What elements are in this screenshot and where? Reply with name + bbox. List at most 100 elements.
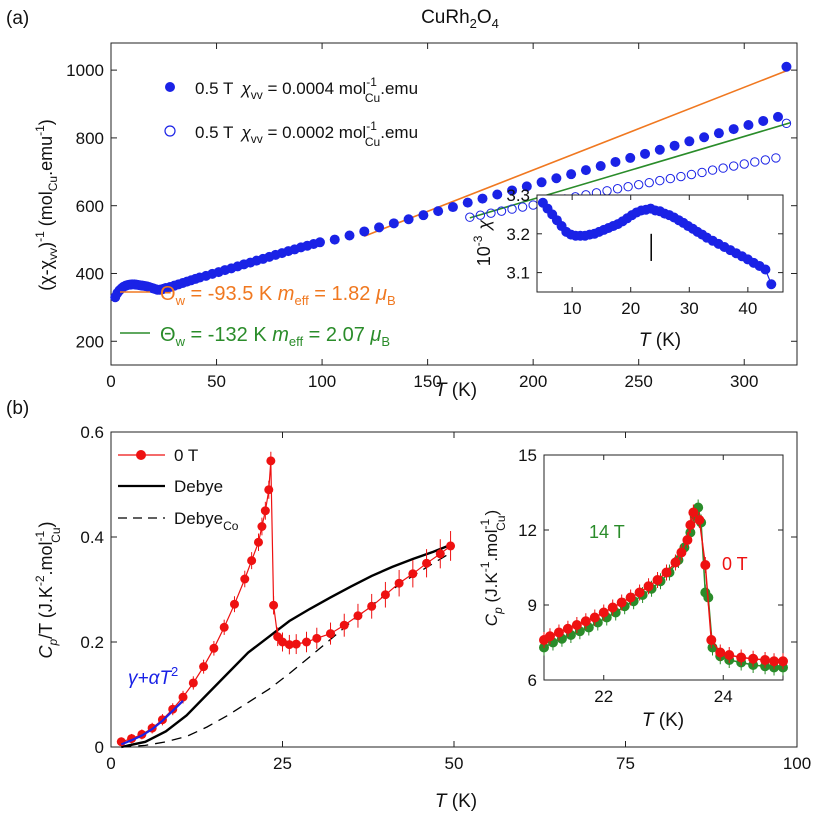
data-point-filled xyxy=(462,197,473,208)
data-point-filled xyxy=(684,136,695,147)
data-point-filled xyxy=(669,140,680,151)
y-tick-label: 9 xyxy=(528,596,537,615)
inset-b-0T-point xyxy=(670,557,681,568)
inset-b-ylabel: Cp (J.K-1.mol-1 Cu) xyxy=(478,510,508,626)
inset-b-0T-point xyxy=(748,653,759,664)
x-tick-label: 40 xyxy=(738,299,757,318)
panel-a: 0 50 100 150 200 250 300 200 400 600 800 1000 T (K)… xyxy=(33,42,798,401)
x-tick-label: 25 xyxy=(273,754,292,773)
zero-field-point xyxy=(326,629,336,639)
zero-field-point xyxy=(116,737,126,747)
panel-b: 0 25 50 75 100 0 0.2 0.4 0.6 T (K) Cp/T (J.K-2.m… xyxy=(33,423,811,812)
data-point-filled xyxy=(566,169,577,180)
x-tick-label: 75 xyxy=(616,754,635,773)
data-point-filled xyxy=(758,115,769,126)
zero-field-point xyxy=(278,637,287,647)
data-point-filled xyxy=(773,111,784,122)
gamma-annotation: γ+αT2 xyxy=(128,664,178,689)
panel-b-inset: 22 24 6 9 12 15 14 T 0 T T (K) Cp (J.K-1.mol-… xyxy=(478,446,788,731)
inset-b-label-0T: 0 T xyxy=(722,554,748,574)
data-point-filled xyxy=(359,226,370,237)
inset-b-0T-point xyxy=(544,631,555,642)
data-point-open xyxy=(496,206,507,216)
zero-field-point xyxy=(199,662,209,672)
zero-field-point xyxy=(380,590,390,600)
zero-field-point xyxy=(302,637,312,647)
zero-field-line xyxy=(121,460,451,743)
inset-b-0T-point xyxy=(652,575,663,585)
data-point-open xyxy=(771,153,781,163)
zero-field-point xyxy=(408,569,418,579)
zero-field-point xyxy=(257,522,267,531)
zero-field-point xyxy=(209,643,219,653)
data-point-open xyxy=(707,165,718,175)
inset-b-frame xyxy=(543,454,784,681)
panel-a-frame xyxy=(110,42,798,366)
inset-b-0T-point xyxy=(694,515,705,525)
x-tick-label: 300 xyxy=(730,372,758,391)
inset-b-0T-point xyxy=(661,567,672,578)
data-point-filled xyxy=(433,206,444,217)
inset-b-0T-point xyxy=(562,623,573,634)
data-point-open xyxy=(686,169,697,180)
figure-title: CuRh2O4 xyxy=(421,7,499,31)
panel-b-legend: 0 T Debye DebyeCo xyxy=(118,446,239,533)
y-tick-label: 15 xyxy=(518,446,537,465)
y-tick-label: 600 xyxy=(76,197,104,216)
y-tick-label: 200 xyxy=(76,332,104,351)
data-point-open xyxy=(760,155,771,165)
data-point-filled xyxy=(447,202,458,213)
gamma-fit-curve xyxy=(120,700,184,746)
data-point-filled xyxy=(728,124,739,135)
x-tick-label: 150 xyxy=(413,372,441,391)
data-point-filled xyxy=(654,144,665,155)
data-point-open xyxy=(602,186,612,196)
inset-b-0T-point xyxy=(598,607,609,618)
panel-b-ticks: 0 25 50 75 100 0 0.2 0.4 0.6 xyxy=(80,423,811,773)
data-point-open xyxy=(623,182,633,192)
x-tick-label: 0 xyxy=(106,754,115,773)
inset-a-point xyxy=(766,279,777,290)
panel-b-xlabel: T (K) xyxy=(435,791,477,812)
data-point-open xyxy=(644,177,654,188)
data-point-filled xyxy=(374,222,385,233)
debye-curve xyxy=(121,543,452,749)
data-point-filled xyxy=(640,148,651,159)
x-tick-label: 24 xyxy=(714,687,733,706)
data-point-filled xyxy=(329,234,340,245)
data-point-filled xyxy=(743,120,754,131)
panel-a-inset: 10 20 30 40 3.1 3.2 3.3 T (K) 10-3χ xyxy=(471,186,784,351)
zero-field-point xyxy=(229,599,239,609)
panel-a-points xyxy=(110,61,792,303)
data-point-filled xyxy=(699,132,710,143)
data-point-open xyxy=(486,208,496,218)
zero-field-point xyxy=(367,601,377,611)
inset-a-ylabel: 10-3χ xyxy=(471,219,494,267)
x-tick-label: 20 xyxy=(621,299,640,318)
legend-debyeco-label: DebyeCo xyxy=(174,509,239,533)
zero-field-point xyxy=(446,541,456,551)
zero-field-point xyxy=(178,692,188,702)
data-point-filled xyxy=(713,128,724,139)
inset-a-points xyxy=(537,197,777,290)
zero-field-point xyxy=(353,611,363,621)
inset-a-point xyxy=(760,264,771,275)
inset-b-0T-point xyxy=(706,635,717,645)
zero-field-point xyxy=(394,578,404,588)
zero-field-point xyxy=(435,549,445,559)
y-tick-label: 0 xyxy=(95,738,104,757)
data-point-filled xyxy=(625,152,636,163)
data-point-filled xyxy=(781,61,792,72)
legend-filled-marker xyxy=(165,82,175,92)
inset-b-0T-point xyxy=(634,587,645,598)
zero-field-point xyxy=(253,537,263,547)
panel-a-ticks: 0 50 100 150 200 250 300 200 400 600 800 1000 xyxy=(66,43,797,391)
y-tick-label: 0.6 xyxy=(80,423,104,442)
zero-field-point xyxy=(269,600,279,610)
inset-b-0T-point xyxy=(715,647,726,658)
zero-field-point xyxy=(188,678,198,688)
data-point-open xyxy=(475,210,486,220)
x-tick-label: 100 xyxy=(783,754,811,773)
